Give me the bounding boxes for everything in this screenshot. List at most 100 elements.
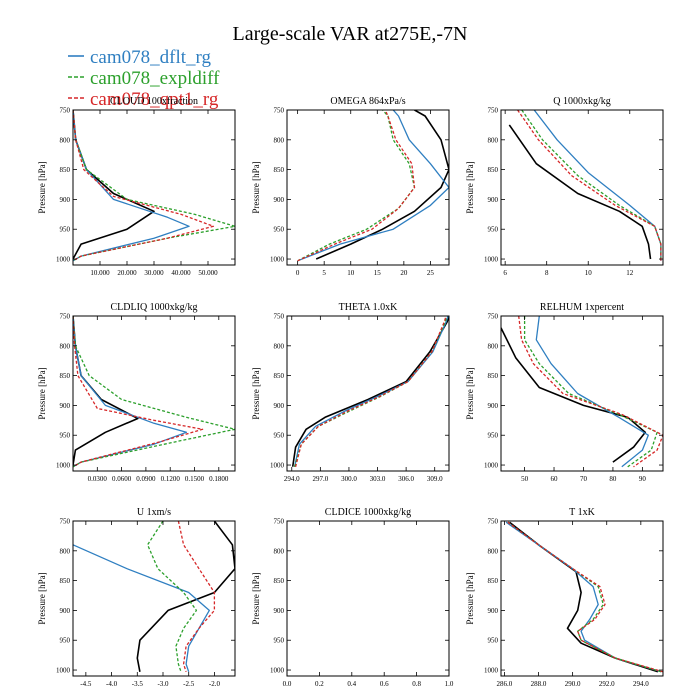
x-tick-label: 6 <box>503 269 507 277</box>
x-tick-label: 80 <box>609 475 617 483</box>
series-group <box>508 110 662 261</box>
series-line-cam078_qpt1_rg <box>294 316 447 467</box>
x-tick-label: -3.5 <box>132 680 144 688</box>
plot-frame <box>500 315 664 472</box>
x-tick-label: 0.4 <box>347 680 356 688</box>
x-tick-label: 0.1500 <box>185 475 205 483</box>
plot-frame <box>72 315 236 472</box>
x-tick-label: 25 <box>427 269 435 277</box>
x-tick-label: -2.0 <box>209 680 221 688</box>
panel-7: CLDICE 1000xkg/kg Pressure [hPa] 750 800 850… <box>251 507 454 688</box>
x-tick-label: 5 <box>322 269 326 277</box>
y-tick-label: 850 <box>274 372 285 380</box>
x-tick-label: 0.6 <box>380 680 389 688</box>
series-line-cam078_expldiff <box>521 110 662 261</box>
y-tick-label: 800 <box>274 547 285 555</box>
y-axis-label: Pressure [hPa] <box>37 161 47 213</box>
x-tick-label: 10 <box>347 269 355 277</box>
y-tick-label: 800 <box>488 136 499 144</box>
series-line-cam078_dflt_rg <box>293 316 449 467</box>
x-tick-label: 290.0 <box>565 680 581 688</box>
y-tick-label: 850 <box>60 372 71 380</box>
y-axis-label: Pressure [hPa] <box>465 572 475 624</box>
plot-frame <box>500 520 664 677</box>
y-tick-label: 850 <box>488 577 499 585</box>
x-tick-label: 90 <box>639 475 647 483</box>
panel-1: OMEGA 864xPa/s Pressure [hPa] 750 800 850 900… <box>251 96 450 277</box>
x-tick-label: 300.0 <box>341 475 357 483</box>
y-axis-label: Pressure [hPa] <box>251 161 261 213</box>
x-tick-label: 30.000 <box>144 269 164 277</box>
series-line-black <box>73 316 139 466</box>
series-line-cam078_qpt1_rg <box>177 521 216 673</box>
main-title: Large-scale VAR at275E,-7N <box>233 23 468 45</box>
y-tick-label: 800 <box>488 342 499 350</box>
y-tick-label: 750 <box>488 107 499 115</box>
series-group <box>73 316 235 468</box>
series-line-cam078_expldiff <box>146 521 198 673</box>
series-group <box>291 316 449 467</box>
y-tick-label: 750 <box>60 107 71 115</box>
x-tick-label: 0.8 <box>412 680 421 688</box>
panel-title: T 1xK <box>569 507 595 518</box>
plot-frame <box>72 520 236 677</box>
x-tick-label: 12 <box>626 269 634 277</box>
panel-title: CLDICE 1000xkg/kg <box>325 507 411 518</box>
plot-frame <box>286 520 450 677</box>
y-tick-label: 900 <box>60 402 71 410</box>
series-line-cam078_dflt_rg <box>73 110 190 262</box>
series-line-cam078_dflt_rg <box>73 544 210 673</box>
y-tick-label: 750 <box>274 518 285 526</box>
y-tick-label: 950 <box>274 226 285 234</box>
y-tick-label: 800 <box>488 547 499 555</box>
panel-title: CLOUD 100xfraction <box>110 96 198 107</box>
x-tick-label: 0.0 <box>283 680 292 688</box>
panel-title: THETA 1.0xK <box>339 302 398 313</box>
x-tick-label: 297.0 <box>312 475 328 483</box>
y-tick-label: 850 <box>60 166 71 174</box>
y-tick-label: 750 <box>274 313 285 321</box>
y-tick-label: 850 <box>274 166 285 174</box>
y-tick-label: 900 <box>274 402 285 410</box>
y-tick-label: 900 <box>488 196 499 204</box>
y-tick-label: 950 <box>488 226 499 234</box>
x-tick-label: 0.0900 <box>136 475 156 483</box>
panel-4: THETA 1.0xK Pressure [hPa] 750 800 850 900 950… <box>251 302 450 483</box>
series-line-cam078_expldiff <box>523 316 658 468</box>
series-group <box>297 110 449 262</box>
panel-0: CLOUD 100xfraction Pressure [hPa] 750 800 85… <box>37 96 236 277</box>
y-tick-label: 900 <box>60 607 71 615</box>
y-axis-label: Pressure [hPa] <box>251 367 261 419</box>
x-tick-label: 50.000 <box>198 269 218 277</box>
y-tick-label: 950 <box>488 432 499 440</box>
y-tick-label: 800 <box>274 342 285 350</box>
panel-title: OMEGA 864xPa/s <box>330 96 405 107</box>
x-tick-label: -3.0 <box>157 680 169 688</box>
y-tick-label: 850 <box>488 166 499 174</box>
y-tick-label: 1000 <box>484 256 499 264</box>
series-line-cam078_dflt_rg <box>535 316 649 468</box>
legend-label-expldiff: cam078_expldiff <box>90 68 220 89</box>
x-tick-label: 292.0 <box>599 680 615 688</box>
x-tick-label: 294.0 <box>633 680 649 688</box>
y-tick-label: 800 <box>274 136 285 144</box>
y-tick-label: 900 <box>488 607 499 615</box>
panel-title: U 1xm/s <box>137 507 171 518</box>
x-tick-label: 15 <box>374 269 382 277</box>
y-tick-label: 900 <box>488 402 499 410</box>
series-line-black <box>73 110 155 260</box>
x-tick-label: 306.0 <box>398 475 414 483</box>
series-line-black <box>508 124 652 260</box>
series-line-cam078_qpt1_rg <box>507 521 663 673</box>
series-line-black <box>291 316 449 467</box>
x-tick-label: 0.1200 <box>161 475 181 483</box>
series-line-cam078_qpt1_rg <box>73 110 215 262</box>
x-tick-label: 60 <box>551 475 559 483</box>
x-tick-label: 286.0 <box>497 680 513 688</box>
series-line-cam078_expldiff <box>507 521 662 673</box>
y-tick-label: 1000 <box>270 667 285 675</box>
x-tick-label: 40.000 <box>171 269 191 277</box>
series-line-black <box>315 110 449 260</box>
y-tick-label: 1000 <box>270 462 285 470</box>
x-tick-label: 10.000 <box>90 269 110 277</box>
